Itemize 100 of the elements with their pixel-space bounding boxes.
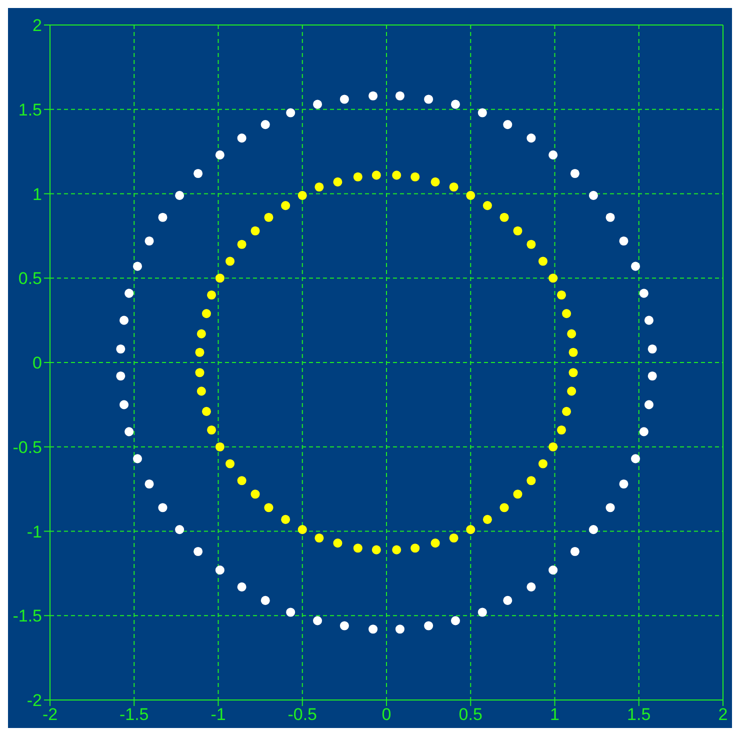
point xyxy=(215,274,224,283)
point xyxy=(120,316,129,325)
y-tick-label: -2 xyxy=(26,691,42,710)
point xyxy=(175,525,184,534)
point xyxy=(424,621,434,630)
point xyxy=(215,442,224,452)
point xyxy=(482,201,492,210)
point xyxy=(570,168,580,178)
point xyxy=(314,182,324,192)
point xyxy=(630,262,640,271)
point xyxy=(368,91,378,100)
point xyxy=(466,525,476,534)
x-tick-label: 1 xyxy=(550,705,560,724)
point xyxy=(215,150,224,160)
point xyxy=(196,386,206,396)
y-tick-label: -1 xyxy=(26,522,42,542)
point xyxy=(116,344,126,354)
point xyxy=(395,91,404,100)
point xyxy=(314,533,324,543)
point xyxy=(548,442,558,452)
point xyxy=(215,566,224,575)
point xyxy=(503,596,512,605)
point xyxy=(132,262,142,271)
point xyxy=(120,400,129,410)
point xyxy=(195,348,204,357)
point xyxy=(340,621,349,630)
point xyxy=(449,182,458,192)
point xyxy=(194,168,203,178)
point xyxy=(619,236,628,246)
point xyxy=(144,236,154,246)
point xyxy=(430,177,440,186)
point xyxy=(538,459,548,468)
y-tick-label: -1.5 xyxy=(12,606,42,626)
point xyxy=(250,490,260,499)
point xyxy=(556,425,566,435)
point xyxy=(116,371,126,381)
point xyxy=(548,150,558,160)
point xyxy=(478,608,487,617)
point xyxy=(482,514,492,524)
point xyxy=(410,544,420,553)
point xyxy=(503,120,512,130)
point xyxy=(500,212,509,222)
point xyxy=(124,427,134,436)
point xyxy=(526,582,536,592)
x-tick-label: 2 xyxy=(718,705,728,724)
point xyxy=(264,212,274,222)
point xyxy=(281,201,290,210)
point xyxy=(132,454,142,464)
point xyxy=(430,538,440,548)
x-tick-label: -0.5 xyxy=(288,705,318,724)
point xyxy=(588,525,598,534)
point xyxy=(226,459,235,468)
point xyxy=(568,368,578,378)
x-tick-label: 0 xyxy=(382,705,392,724)
point xyxy=(237,240,246,249)
y-tick-label: 1 xyxy=(32,184,42,204)
point xyxy=(250,226,260,236)
y-tick-label: 2 xyxy=(32,16,42,36)
point xyxy=(526,476,536,486)
point xyxy=(158,503,168,512)
point xyxy=(226,256,235,266)
point xyxy=(392,545,402,554)
x-tick-label: -1.5 xyxy=(119,705,149,724)
point xyxy=(526,134,536,143)
point xyxy=(392,170,402,180)
point xyxy=(202,309,211,318)
y-tick-label: 0 xyxy=(32,354,42,373)
point xyxy=(562,406,572,416)
point xyxy=(298,190,307,200)
point xyxy=(644,400,654,410)
point xyxy=(340,94,349,104)
point xyxy=(372,545,381,554)
point xyxy=(175,190,184,200)
point xyxy=(478,108,487,118)
point xyxy=(538,256,548,266)
point xyxy=(570,546,580,556)
x-tick-label: 1.5 xyxy=(627,705,651,724)
point xyxy=(548,566,558,575)
point xyxy=(449,533,458,543)
point xyxy=(526,240,536,249)
point xyxy=(202,406,211,416)
point xyxy=(372,170,381,180)
point xyxy=(333,538,342,548)
point xyxy=(562,309,572,318)
point xyxy=(548,274,558,283)
point xyxy=(207,425,216,435)
point xyxy=(410,172,420,182)
point xyxy=(158,212,168,222)
point xyxy=(588,190,598,200)
point xyxy=(450,100,460,109)
point xyxy=(353,172,362,182)
point xyxy=(567,386,576,396)
point xyxy=(644,316,654,325)
point xyxy=(237,476,246,486)
point xyxy=(513,226,522,236)
point xyxy=(639,427,648,436)
y-tick-label: -0.5 xyxy=(12,438,42,457)
point xyxy=(466,190,476,200)
point xyxy=(286,108,296,118)
point xyxy=(313,616,322,626)
